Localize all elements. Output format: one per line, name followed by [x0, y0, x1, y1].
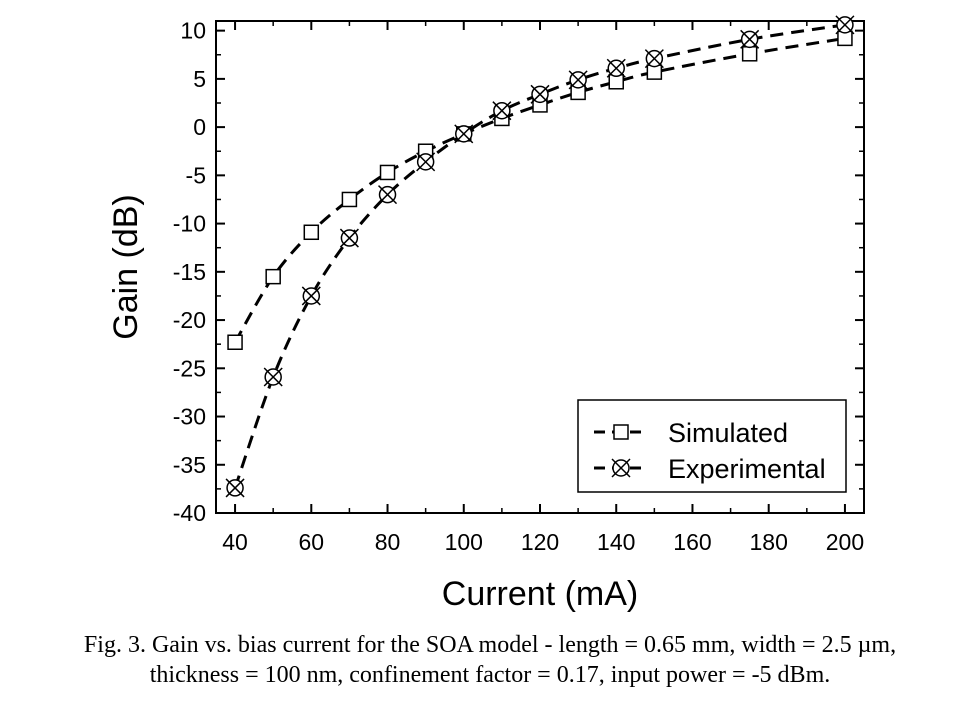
x-tick-label: 120 — [521, 529, 559, 555]
experimental-point — [301, 286, 321, 306]
x-tick-label: 160 — [673, 529, 711, 555]
experimental-point — [606, 58, 626, 78]
experimental-point — [225, 478, 245, 498]
y-tick-label: 10 — [180, 18, 206, 44]
legend-simulated-marker — [613, 424, 629, 440]
y-tick-label: -10 — [173, 211, 206, 237]
legend-item-experimental: Experimental — [594, 454, 826, 484]
y-tick-label: -25 — [173, 355, 206, 381]
experimental-point — [416, 152, 436, 172]
simulated-point — [265, 268, 281, 285]
y-tick-label: -40 — [173, 500, 206, 526]
experimental-point — [454, 124, 474, 144]
figure-caption: Fig. 3. Gain vs. bias current for the SO… — [0, 630, 980, 690]
x-tick-label: 100 — [445, 529, 483, 555]
experimental-point-cross-b — [225, 478, 245, 498]
x-tick-label: 140 — [597, 529, 635, 555]
experimental-point — [835, 15, 855, 35]
x-tick-label: 200 — [826, 529, 864, 555]
legend-simulated-label: Simulated — [668, 418, 788, 448]
experimental-point — [740, 29, 760, 49]
experimental-point-cross-b — [644, 49, 664, 69]
caption-line-2: thickness = 100 nm, confinement factor =… — [149, 662, 831, 688]
x-tick-label: 60 — [298, 529, 324, 555]
experimental-point-cross-b — [606, 58, 626, 78]
simulated-curve — [233, 36, 846, 344]
y-tick-label: -5 — [186, 162, 206, 188]
experimental-point-cross-b — [530, 84, 550, 104]
experimental-point-cross-b — [301, 286, 321, 306]
experimental-point-cross-b — [740, 29, 760, 49]
legend-item-simulated: Simulated — [594, 418, 788, 448]
x-tick-label: 180 — [750, 529, 788, 555]
legend: Simulated Experimental — [577, 399, 847, 493]
y-tick-label: -35 — [173, 452, 206, 478]
legend-experimental-label: Experimental — [668, 454, 826, 484]
series-simulated — [227, 30, 853, 350]
y-tick-label: 0 — [193, 114, 206, 140]
series-experimental — [225, 15, 855, 498]
x-axis-label: Current (mA) — [442, 575, 638, 613]
y-tick-label: 5 — [193, 66, 206, 92]
simulated-point — [379, 164, 396, 181]
y-tick-label: -15 — [173, 259, 206, 285]
experimental-point-cross-b — [263, 367, 283, 387]
experimental-point-cross-b — [492, 101, 512, 121]
simulated-point — [341, 191, 358, 208]
experimental-point-cross-b — [568, 70, 588, 90]
experimental-point-cross-b — [835, 15, 855, 35]
simulated-point — [303, 224, 320, 241]
series-layer — [225, 15, 855, 498]
experimental-point — [263, 367, 283, 387]
experimental-point-cross-b — [454, 124, 474, 144]
experimental-point — [568, 70, 588, 90]
simulated-point — [741, 46, 758, 62]
experimental-point-cross-b — [339, 228, 359, 248]
legend-experimental-marker — [611, 458, 631, 478]
gain-vs-current-chart: 40 60 80 100 120 140 160 180 200-40-35-30-25-20-… — [107, 15, 865, 613]
experimental-point — [339, 228, 359, 248]
y-tick-label: -30 — [173, 404, 206, 430]
x-tick-label: 40 — [222, 529, 248, 555]
experimental-point-cross-b — [377, 185, 398, 205]
ticks-layer: 40 60 80 100 120 140 160 180 200-40-35-30-25-20-… — [173, 18, 864, 555]
y-axis-label: Gain (dB) — [107, 194, 145, 340]
simulated-point — [227, 334, 243, 350]
y-tick-label: -20 — [173, 307, 206, 333]
legend-box — [577, 399, 847, 493]
experimental-point — [492, 101, 512, 121]
experimental-point — [644, 49, 664, 69]
caption-line-1: Fig. 3. Gain vs. bias current for the SO… — [83, 632, 897, 658]
experimental-point-cross-b — [416, 152, 436, 172]
experimental-point — [377, 185, 398, 205]
x-tick-label: 80 — [375, 529, 401, 555]
experimental-point — [530, 84, 550, 104]
